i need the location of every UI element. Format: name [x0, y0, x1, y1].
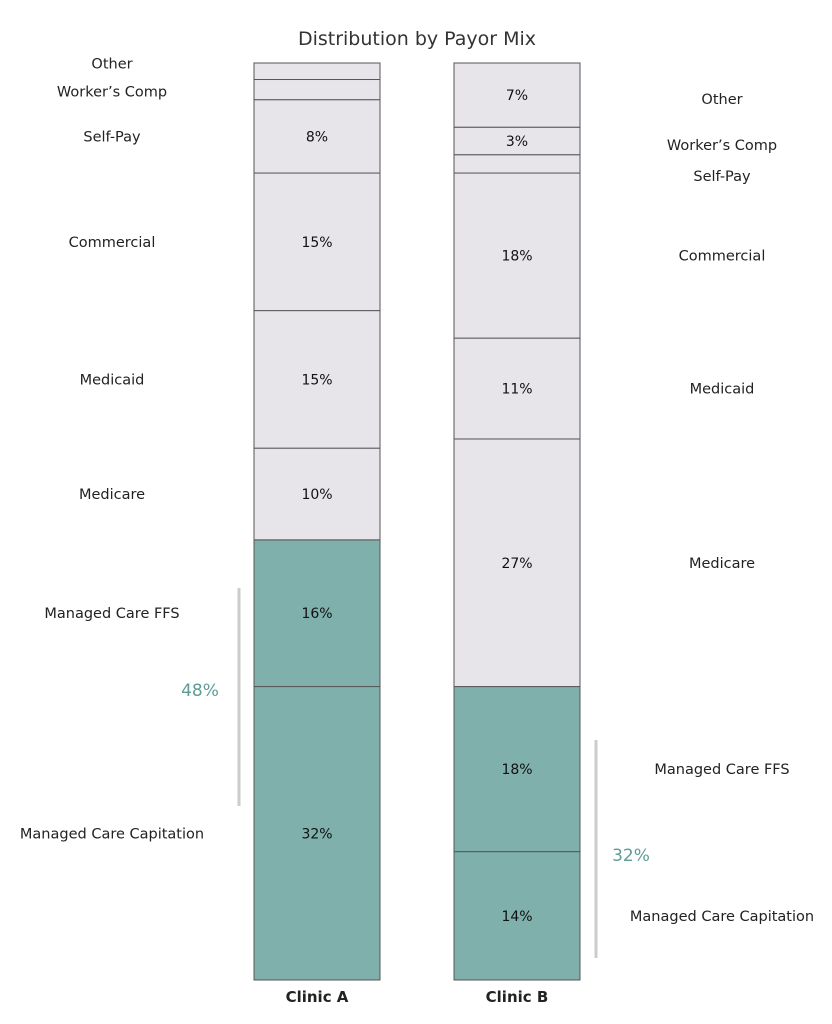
bar-segment-clinic-b-medicare[interactable]	[453, 438, 581, 688]
data-label-clinic-b-commercial: 18%	[501, 249, 532, 265]
category-label-clinic-a-managed-care-capitation: Managed Care Capitation	[20, 826, 204, 842]
brackets-layer: 48% 32%	[181, 588, 650, 958]
category-label-clinic-a-commercial: Commercial	[69, 235, 156, 251]
managed-care-total-clinic-a: 48%	[181, 681, 219, 701]
bar-segment-clinic-a-managed-care-capitation[interactable]	[253, 686, 381, 981]
bar-segment-clinic-a-worker-s-comp[interactable]	[253, 79, 381, 101]
bar-segment-clinic-b-managed-care-ffs[interactable]	[453, 686, 581, 853]
category-label-clinic-a-managed-care-ffs: Managed Care FFS	[44, 606, 179, 622]
bar-segment-clinic-b-worker-s-comp[interactable]	[453, 126, 581, 156]
x-tick-label-clinic-b: Clinic B	[486, 988, 549, 1006]
category-label-clinic-b-worker-s-comp: Worker’s Comp	[667, 138, 777, 154]
data-label-clinic-a-managed-care-capitation: 32%	[301, 826, 332, 842]
category-label-clinic-b-other: Other	[701, 92, 742, 108]
category-label-clinic-b-managed-care-ffs: Managed Care FFS	[654, 762, 789, 778]
category-label-clinic-a-self-pay: Self-Pay	[83, 129, 141, 145]
labels-layer: 32% Managed Care Capitation 16% Managed Car…	[20, 56, 814, 1006]
bar-segment-clinic-b-managed-care-capitation[interactable]	[453, 851, 581, 981]
x-tick-label-clinic-a: Clinic A	[286, 988, 349, 1006]
category-label-clinic-a-medicare: Medicare	[79, 487, 145, 503]
data-label-clinic-b-other: 7%	[506, 88, 528, 104]
bar-segment-clinic-a-commercial[interactable]	[253, 172, 381, 312]
bar-segment-clinic-a-medicaid[interactable]	[253, 310, 381, 449]
category-label-clinic-b-managed-care-capitation: Managed Care Capitation	[630, 909, 814, 925]
category-label-clinic-a-other: Other	[91, 56, 132, 72]
bar-segment-clinic-b-commercial[interactable]	[453, 172, 581, 339]
data-label-clinic-b-medicaid: 11%	[501, 382, 532, 398]
category-label-clinic-b-medicaid: Medicaid	[690, 382, 755, 398]
category-label-clinic-b-medicare: Medicare	[689, 556, 755, 572]
bar-segment-clinic-a-managed-care-ffs[interactable]	[253, 539, 381, 688]
data-label-clinic-a-medicare: 10%	[301, 487, 332, 503]
data-label-clinic-b-managed-care-capitation: 14%	[501, 909, 532, 925]
bar-segment-clinic-a-other[interactable]	[253, 62, 381, 81]
category-label-clinic-a-worker-s-comp: Worker’s Comp	[57, 85, 167, 101]
data-label-clinic-b-managed-care-ffs: 18%	[501, 762, 532, 778]
category-label-clinic-a-medicaid: Medicaid	[80, 372, 145, 388]
bars-layer	[253, 62, 581, 981]
data-label-clinic-b-worker-s-comp: 3%	[506, 134, 528, 150]
data-label-clinic-b-medicare: 27%	[501, 556, 532, 572]
category-label-clinic-b-commercial: Commercial	[679, 249, 766, 265]
chart-title: Distribution by Payor Mix	[298, 28, 536, 50]
bar-segment-clinic-b-other[interactable]	[453, 62, 581, 128]
bar-segment-clinic-b-self-pay[interactable]	[453, 154, 581, 174]
managed-care-total-clinic-b: 32%	[612, 846, 650, 866]
bar-segment-clinic-b-medicaid[interactable]	[453, 337, 581, 440]
data-label-clinic-a-managed-care-ffs: 16%	[301, 606, 332, 622]
data-label-clinic-a-medicaid: 15%	[301, 372, 332, 388]
bar-segment-clinic-a-self-pay[interactable]	[253, 99, 381, 174]
data-label-clinic-a-commercial: 15%	[301, 235, 332, 251]
category-label-clinic-b-self-pay: Self-Pay	[693, 169, 751, 185]
data-label-clinic-a-self-pay: 8%	[306, 129, 328, 145]
